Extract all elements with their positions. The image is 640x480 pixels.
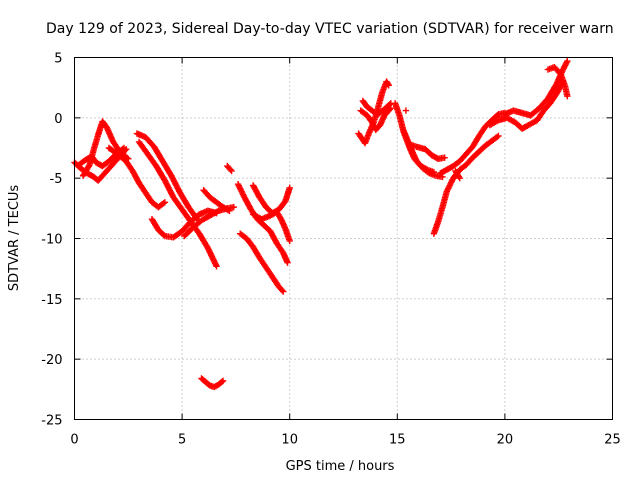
y-tick-label: 5 (54, 52, 62, 67)
x-tick-label: 10 (281, 433, 298, 448)
series-arc-06 (136, 139, 220, 270)
y-tick-label: -10 (41, 233, 62, 248)
series-arc-13 (237, 230, 286, 294)
data-points (71, 58, 570, 390)
data-point (287, 185, 293, 191)
y-axis-label: SDTVAR / TECUs (7, 185, 22, 292)
x-tick-label: 0 (70, 433, 78, 448)
y-tick-label: -20 (41, 353, 62, 368)
data-point (403, 107, 409, 113)
series-arc-23 (431, 133, 502, 237)
series-arc-19 (392, 100, 437, 175)
series-arc-10 (224, 163, 235, 174)
x-tick-label: 25 (604, 433, 621, 448)
sdtvar-scatter-chart: Day 129 of 2023, Sidereal Day-to-day VTE… (0, 0, 640, 480)
y-tick-label: -15 (41, 293, 62, 308)
y-tick-label: -5 (50, 172, 63, 187)
x-tick-label: 20 (497, 433, 514, 448)
series-arc-11 (198, 375, 226, 390)
chart-title: Day 129 of 2023, Sidereal Day-to-day VTE… (46, 21, 614, 37)
x-axis-label: GPS time / hours (286, 459, 395, 474)
series-arc-14 (250, 182, 293, 216)
x-tick-label: 5 (178, 433, 186, 448)
series-arc-21 (403, 107, 409, 113)
x-tick-label: 15 (389, 433, 406, 448)
y-tick-label: 0 (54, 112, 62, 127)
y-tick-label: -25 (41, 414, 62, 429)
